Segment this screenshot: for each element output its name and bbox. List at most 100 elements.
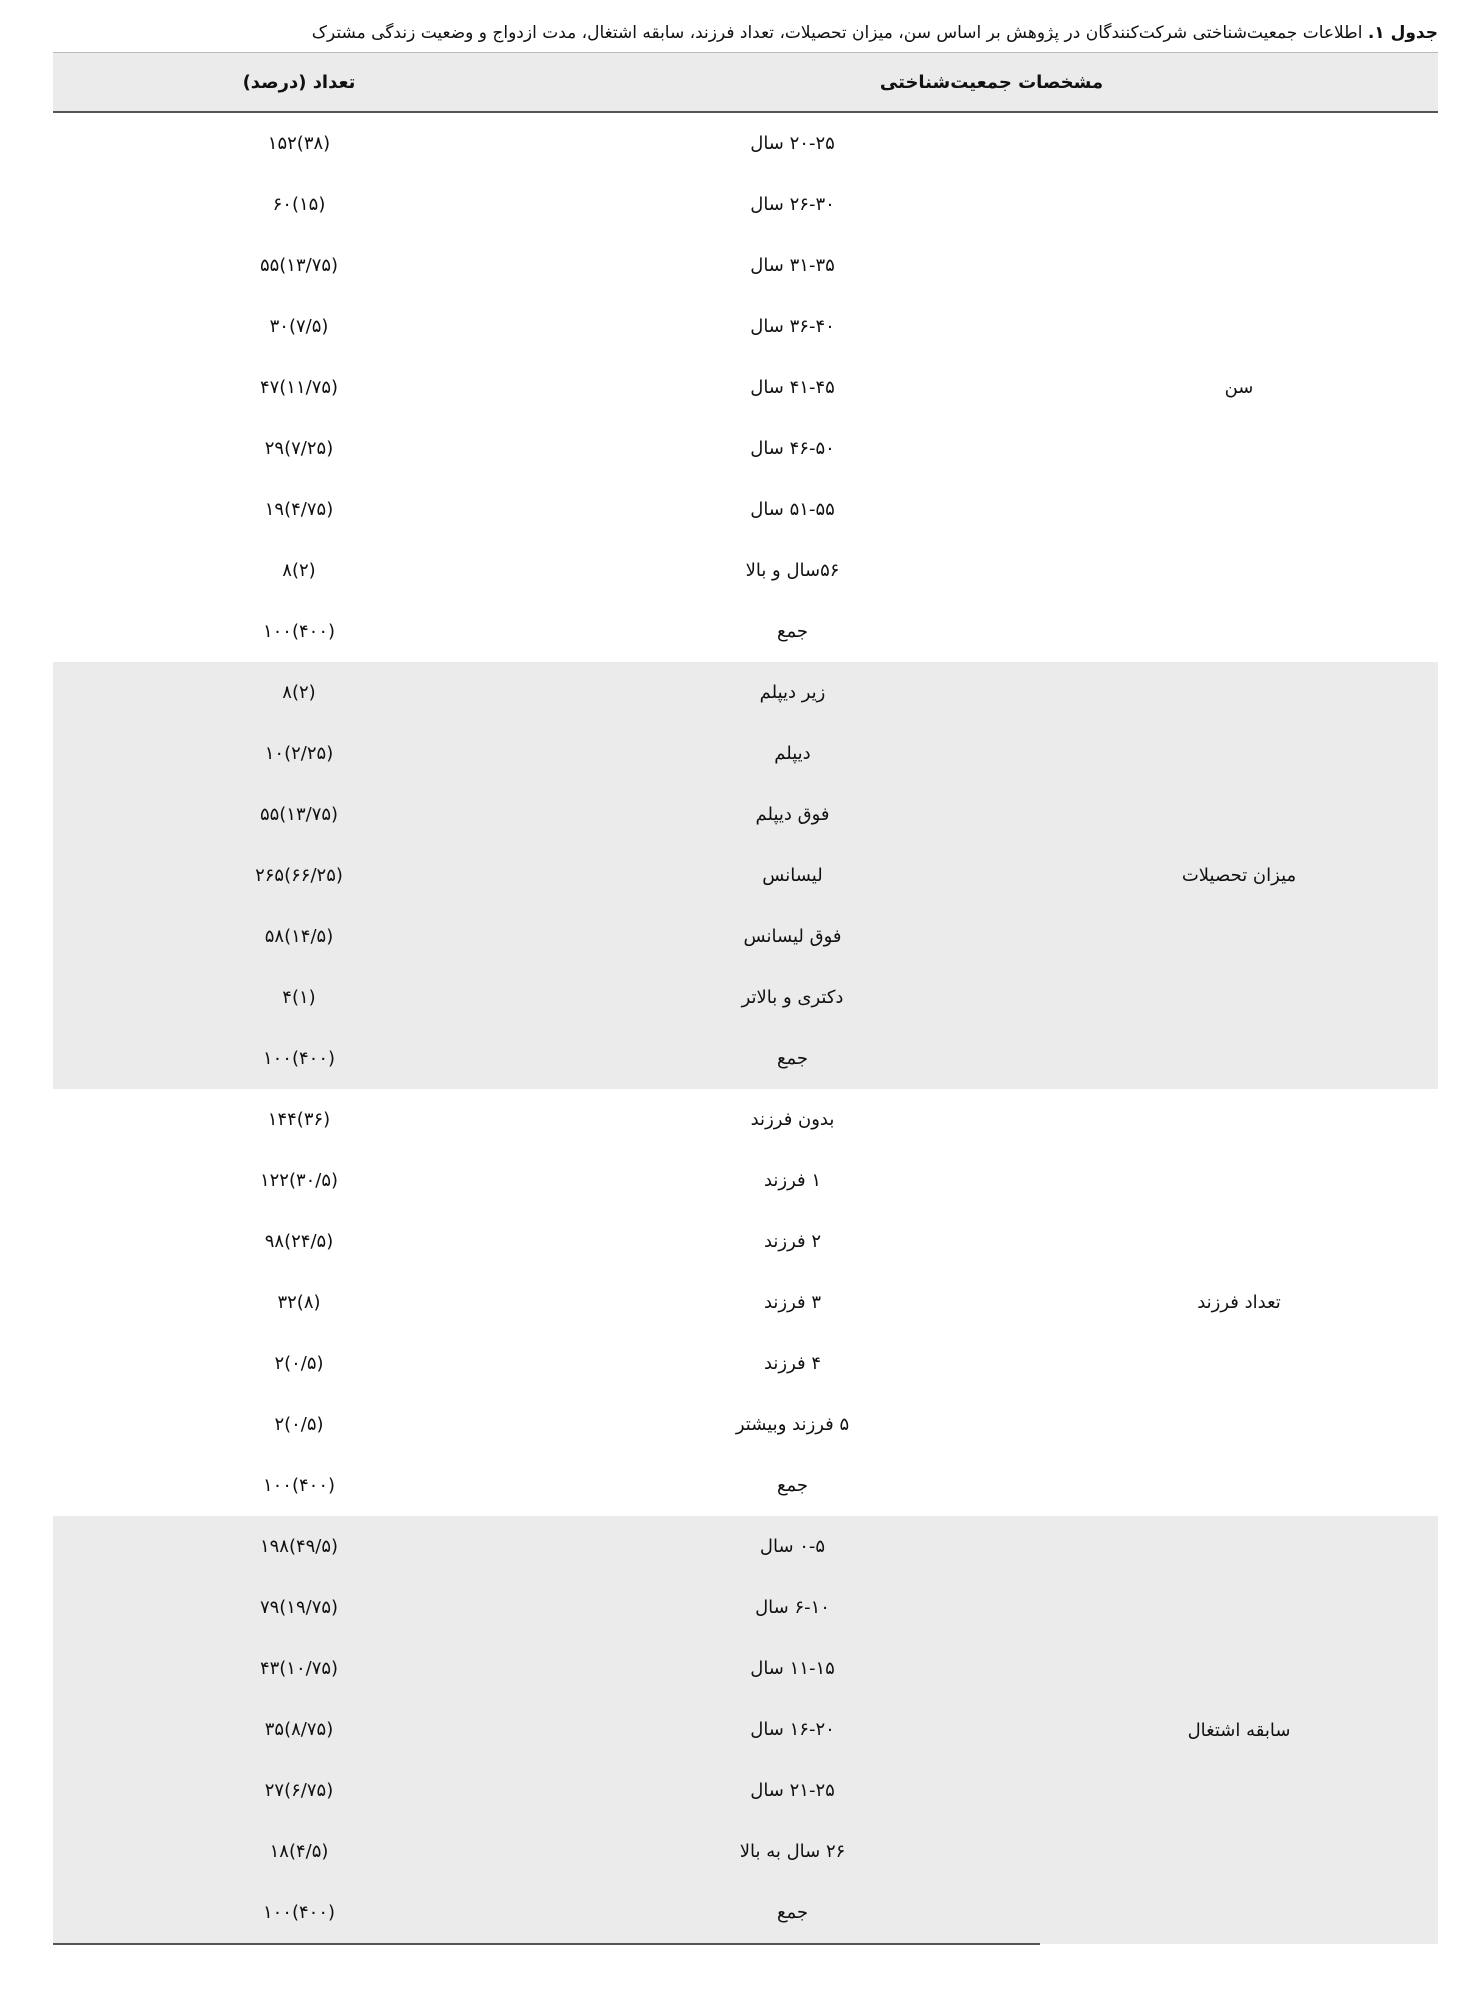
item-cell: ۱۱-۱۵ سال <box>545 1638 1041 1699</box>
value-cell: ۲۷(۶/۷۵) <box>53 1760 545 1821</box>
item-cell: فوق دیپلم <box>545 784 1041 845</box>
item-cell: دیپلم <box>545 723 1041 784</box>
value-text: ۱۴۴(۳۶) <box>267 1109 331 1130</box>
value-cell: ۱۴۴(۳۶) <box>53 1089 545 1150</box>
item-cell: جمع <box>545 1028 1041 1089</box>
value-cell: ۴۷(۱۱/۷۵) <box>53 357 545 418</box>
table-row: ۲۶-۳۰ سال ۶۰(۱۵) <box>53 174 1438 235</box>
item-cell: دکتری و بالاتر <box>545 967 1041 1028</box>
table-row: ۲۶ سال به بالا ۱۸(۴/۵) <box>53 1821 1438 1882</box>
item-cell: لیسانس <box>545 845 1041 906</box>
table-row: ۳۶-۴۰ سال ۳۰(۷/۵) <box>53 296 1438 357</box>
item-cell: فوق لیسانس <box>545 906 1041 967</box>
value-text: ۵۵(۱۳/۷۵) <box>259 255 339 276</box>
item-cell: ۵۱-۵۵ سال <box>750 499 835 520</box>
item-cell: ۵۶سال و بالا <box>745 560 840 581</box>
caption-text: اطلاعات جمعیت‌شناختی شرکت‌کنندگان در پژو… <box>311 23 1363 43</box>
item-cell: ۲۰-۲۵ سال <box>750 133 835 154</box>
item-cell: ۲ فرزند <box>763 1231 822 1252</box>
value-text: ۱۸(۴/۵) <box>269 1841 329 1862</box>
value-cell: ۹۸(۲۴/۵) <box>53 1211 545 1272</box>
table-row: ۶-۱۰ سال ۷۹(۱۹/۷۵) <box>53 1577 1438 1638</box>
table-row: دکتری و بالاتر ۴(۱) <box>53 967 1438 1028</box>
table-row: جمع ۱۰۰(۴۰۰) <box>53 1028 1438 1089</box>
group-label: میزان تحصیلات <box>1040 662 1439 1089</box>
value-text: ۷۹(۱۹/۷۵) <box>259 1597 339 1618</box>
value-text: ۸(۲) <box>282 682 316 703</box>
table: مشخصات جمعیت‌شناختی تعداد (درصد) سن ۲۰-۲۵… <box>53 52 1439 1945</box>
item-cell: ۲۶-۳۰ سال <box>750 194 835 215</box>
value-cell: ۱۹۸(۴۹/۵) <box>53 1516 545 1577</box>
group-label: سابقه اشتغال <box>1040 1516 1439 1944</box>
table-row: ۲۱-۲۵ سال ۲۷(۶/۷۵) <box>53 1760 1438 1821</box>
value-text: ۹۸(۲۴/۵) <box>264 1231 334 1252</box>
value-text: ۳۲(۸) <box>277 1292 321 1313</box>
value-cell: ۱۰۰(۴۰۰) <box>53 1028 545 1089</box>
item-cell: ۵ فرزند وبیشتر <box>735 1414 850 1435</box>
header-cell: تعداد (درصد) <box>53 52 545 113</box>
group-label: سن <box>1224 377 1254 398</box>
table-row: فوق دیپلم ۵۵(۱۳/۷۵) <box>53 784 1438 845</box>
table-row: فوق لیسانس ۵۸(۱۴/۵) <box>53 906 1438 967</box>
value-text: ۲(۰/۵) <box>274 1414 324 1435</box>
item-cell: ۳۱-۳۵ سال <box>750 255 835 276</box>
value-cell: ۱۰۰(۴۰۰) <box>53 601 545 662</box>
value-text: ۱۰۰(۴۰۰) <box>262 1902 336 1923</box>
value-text: ۱۰۰(۴۰۰) <box>262 1048 336 1069</box>
table-row: لیسانس ۲۶۵(۶۶/۲۵) <box>53 845 1438 906</box>
item-cell: جمع <box>545 1882 1041 1945</box>
value-cell: ۵۵(۱۳/۷۵) <box>53 235 545 296</box>
item-cell: ۶-۱۰ سال <box>545 1577 1041 1638</box>
value-cell: ۱۰۰(۴۰۰) <box>53 1882 545 1945</box>
item-cell: ۳ فرزند <box>763 1292 822 1313</box>
table-row: ۱۱-۱۵ سال ۴۳(۱۰/۷۵) <box>53 1638 1438 1699</box>
value-text: ۱۵۲(۳۸) <box>267 133 331 154</box>
item-cell: ۲۶ سال به بالا <box>545 1821 1041 1882</box>
item-cell: بدون فرزند <box>750 1109 835 1130</box>
value-text: ۱۰۰(۴۰۰) <box>262 1475 336 1496</box>
table-row: ۵ فرزند وبیشتر ۲(۰/۵) <box>53 1394 1438 1455</box>
value-text: ۲۶۵(۶۶/۲۵) <box>255 865 343 886</box>
value-cell: ۲۹(۷/۲۵) <box>53 418 545 479</box>
table-row: ۳۱-۳۵ سال ۵۵(۱۳/۷۵) <box>53 235 1438 296</box>
table-row: ۱۶-۲۰ سال ۳۵(۸/۷۵) <box>53 1699 1438 1760</box>
value-text: ۴۷(۱۱/۷۵) <box>259 377 339 398</box>
item-cell: ۴۱-۴۵ سال <box>750 377 835 398</box>
table-row: ۲ فرزند ۹۸(۲۴/۵) <box>53 1211 1438 1272</box>
table-row: ۳ فرزند ۳۲(۸) <box>53 1272 1438 1333</box>
value-cell: ۳۰(۷/۵) <box>53 296 545 357</box>
value-cell: ۲(۰/۵) <box>53 1394 545 1455</box>
value-cell: ۱۸(۴/۵) <box>53 1821 545 1882</box>
value-cell: ۱۰(۲/۲۵) <box>53 723 545 784</box>
item-cell: زیر دیپلم <box>545 662 1041 723</box>
table-row: جمع ۱۰۰(۴۰۰) <box>53 1882 1438 1945</box>
value-text: ۲۹(۷/۲۵) <box>264 438 334 459</box>
item-cell: ۰-۵ سال <box>545 1516 1041 1577</box>
value-cell: ۳۵(۸/۷۵) <box>53 1699 545 1760</box>
value-text: ۱۹(۴/۷۵) <box>264 499 334 520</box>
value-text: ۸(۲) <box>282 560 316 581</box>
value-cell: ۶۰(۱۵) <box>53 174 545 235</box>
header-row: مشخصات جمعیت‌شناختی تعداد (درصد) <box>53 52 1439 113</box>
item-cell: ۲۱-۲۵ سال <box>545 1760 1041 1821</box>
table-row: ۴۱-۴۵ سال ۴۷(۱۱/۷۵) <box>53 357 1438 418</box>
value-text: ۴(۱) <box>282 987 316 1008</box>
value-cell: ۳۲(۸) <box>53 1272 545 1333</box>
table-row: جمع ۱۰۰(۴۰۰) <box>53 1455 1438 1516</box>
item-cell: ۱ فرزند <box>763 1170 822 1191</box>
table-row: سابقه اشتغال ۰-۵ سال ۱۹۸(۴۹/۵) <box>53 1516 1439 1944</box>
value-cell: ۷۹(۱۹/۷۵) <box>53 1577 545 1638</box>
value-text: ۳۵(۸/۷۵) <box>264 1719 334 1740</box>
table-row: ۵۱-۵۵ سال ۱۹(۴/۷۵) <box>53 479 1438 540</box>
value-cell: ۵۵(۱۳/۷۵) <box>53 784 545 845</box>
table-row: سن ۲۰-۲۵ سال ۱۵۲(۳۸) <box>53 112 1438 398</box>
value-cell: ۲۶۵(۶۶/۲۵) <box>53 845 545 906</box>
table-body: سن ۲۰-۲۵ سال ۱۵۲(۳۸) ۲۶-۳۰ سال ۶۰(۱۵) ۳۱-۳۵ س… <box>53 112 1439 1945</box>
value-text: ۶۰(۱۵) <box>272 194 326 215</box>
item-cell: ۱۶-۲۰ سال <box>545 1699 1041 1760</box>
value-cell: ۲(۰/۵) <box>53 1333 545 1394</box>
table-row: ۴۶-۵۰ سال ۲۹(۷/۲۵) <box>53 418 1438 479</box>
table-row: ۵۶سال و بالا ۸(۲) <box>53 540 1438 601</box>
item-cell: ۳۶-۴۰ سال <box>750 316 835 337</box>
